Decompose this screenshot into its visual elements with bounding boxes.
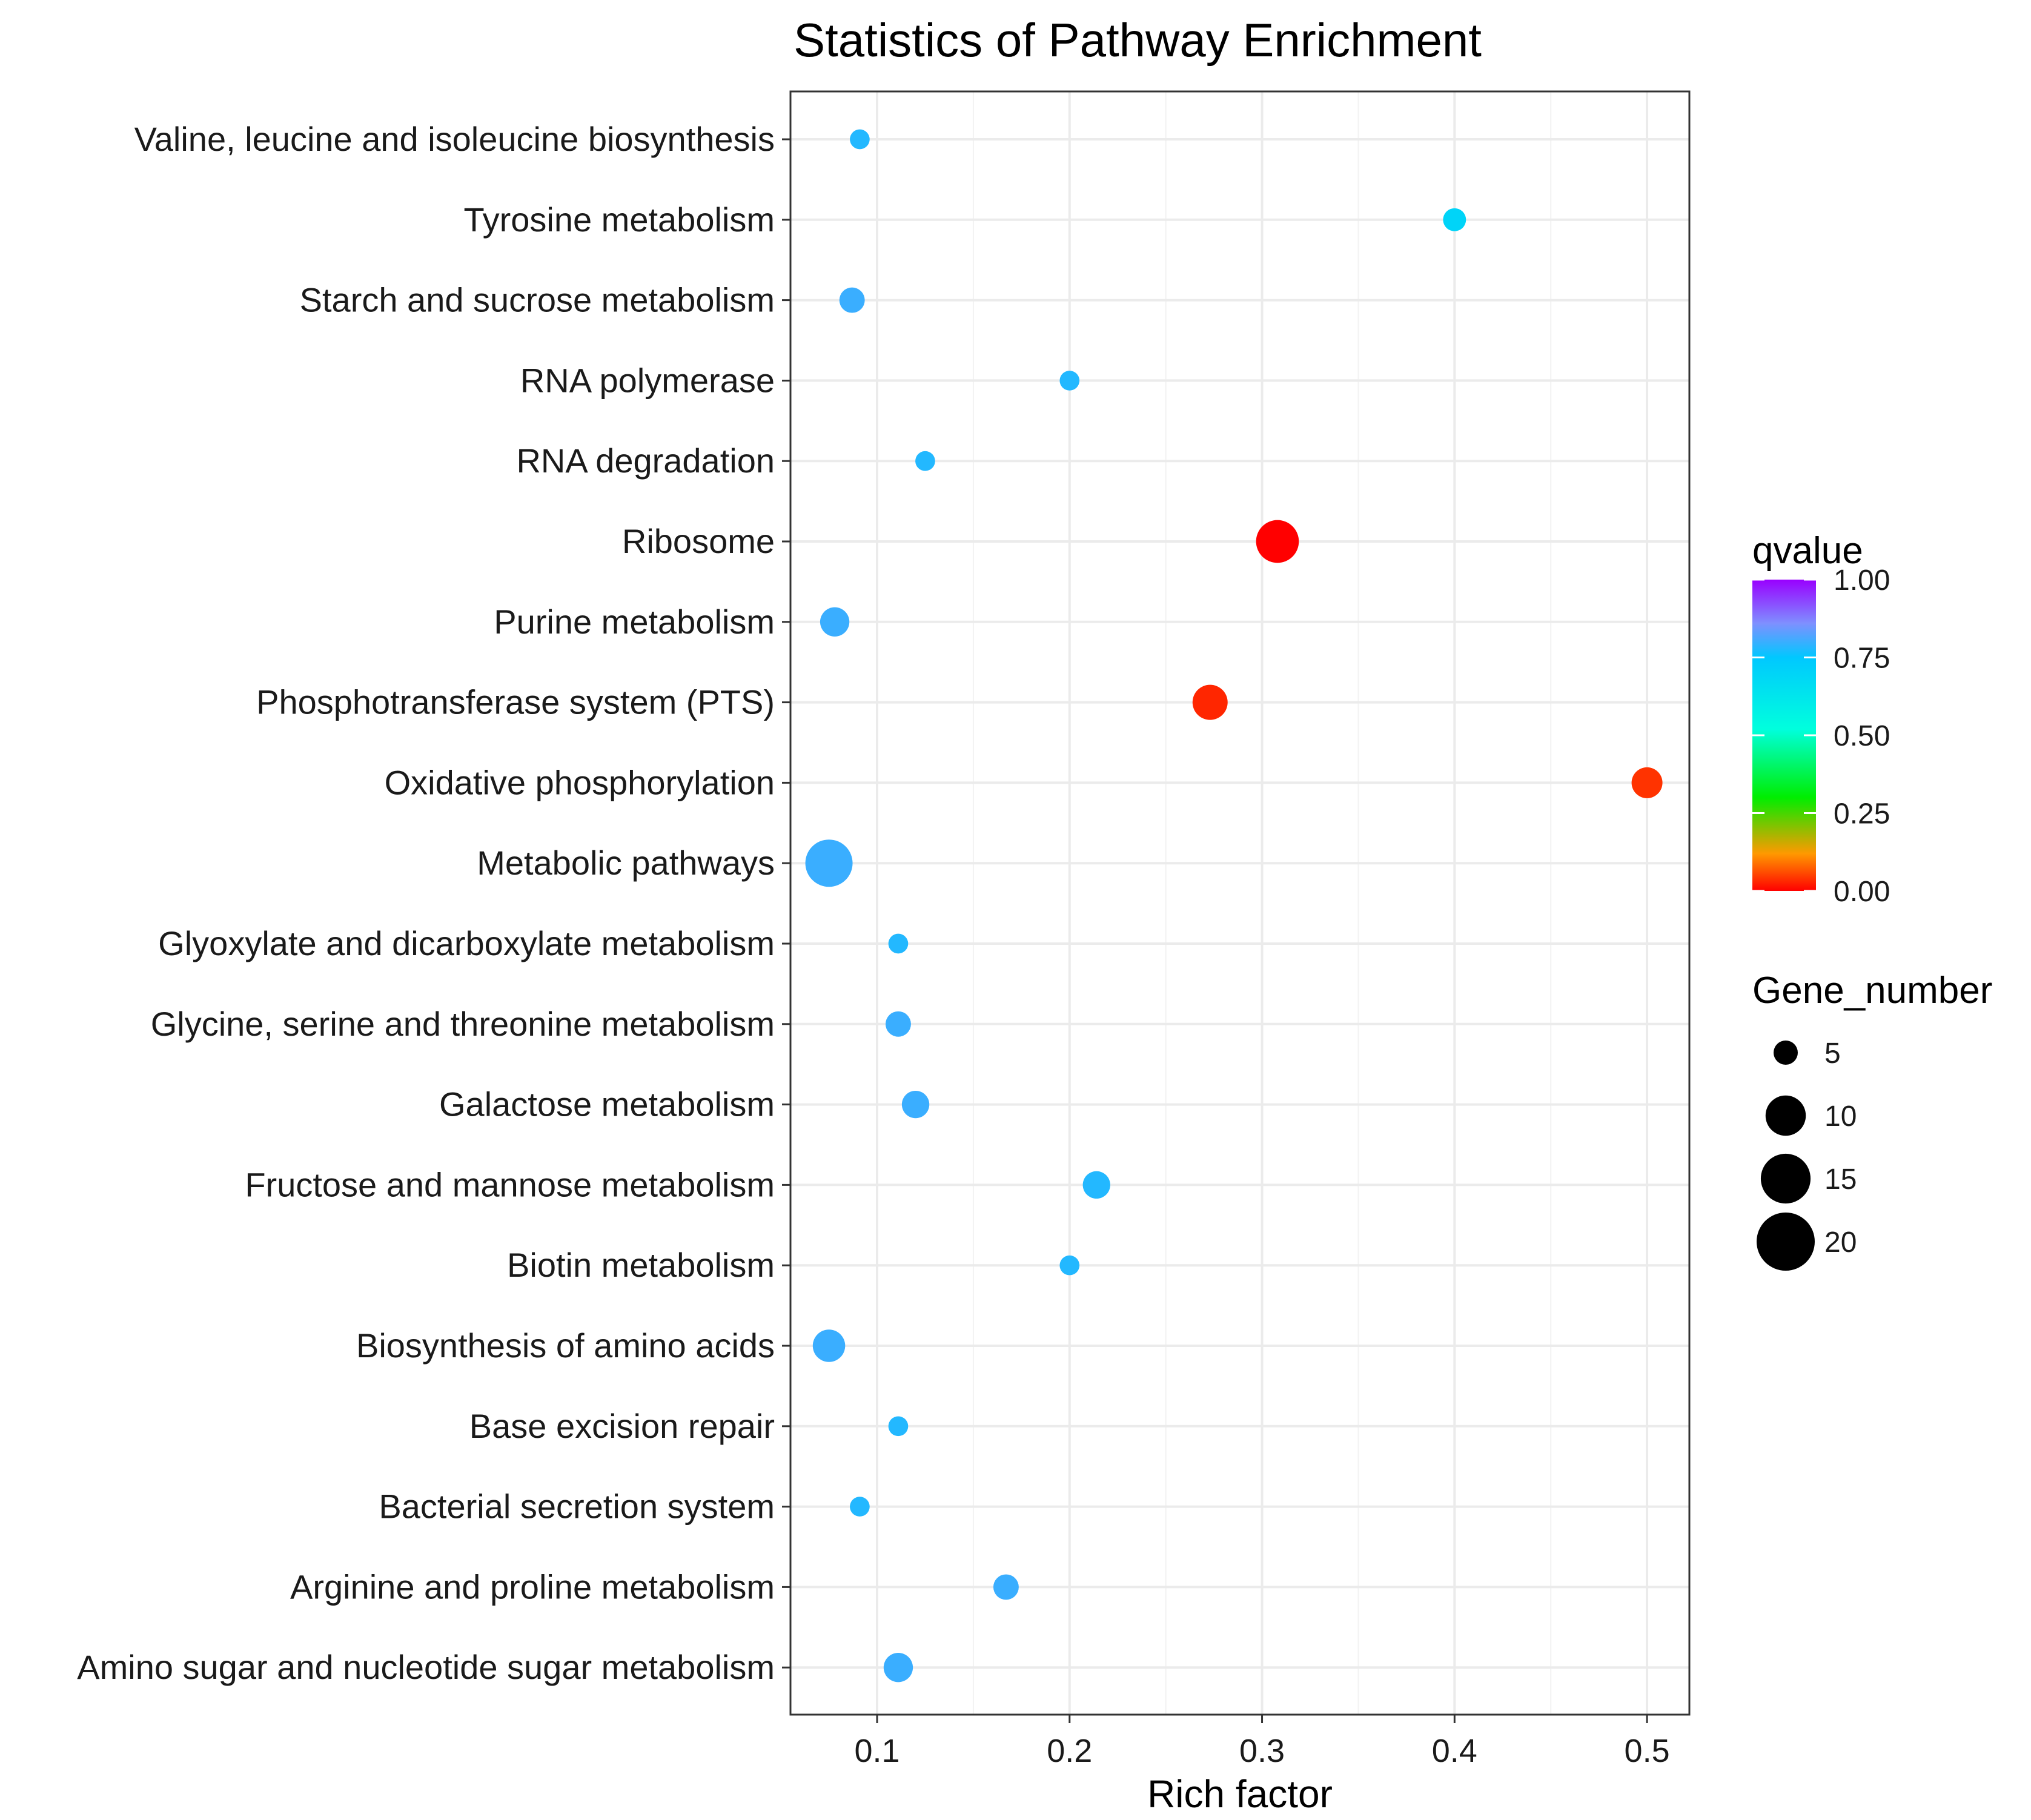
category-label: Amino sugar and nucleotide sugar metabol… [77, 1648, 775, 1686]
category-label: Bacterial secretion system [379, 1487, 775, 1526]
category-label: Metabolic pathways [477, 844, 775, 882]
data-point [850, 1497, 870, 1517]
colorbar-tick-label: 0.00 [1834, 876, 1890, 908]
category-label: Purine metabolism [494, 603, 775, 641]
category-label: Oxidative phosphorylation [385, 763, 775, 801]
gene-number-legend-title: Gene_number [1752, 970, 1992, 1011]
data-point [1192, 684, 1228, 720]
data-point [820, 607, 850, 637]
size-legend-dot [1765, 1095, 1806, 1136]
data-point [1082, 1171, 1110, 1199]
category-label: Base excision repair [469, 1407, 775, 1445]
gene-number-legend-items: 5 10 15 20 [1757, 1037, 1857, 1271]
data-point [993, 1574, 1019, 1600]
data-point [1059, 1255, 1080, 1276]
plot-border [789, 90, 1691, 1716]
category-label: Valine, leucine and isoleucine biosynthe… [134, 120, 775, 158]
category-label: Biosynthesis of amino acids [356, 1326, 775, 1365]
x-axis-title: Rich factor [1147, 1772, 1333, 1816]
plot-panel [790, 91, 1689, 1715]
x-tick-label: 0.2 [1047, 1733, 1092, 1769]
x-tick-label: 0.1 [854, 1733, 900, 1769]
chart-title: Statistics of Pathway Enrichment [794, 13, 1482, 67]
category-label: Glycine, serine and threonine metabolism [151, 1005, 775, 1043]
data-point [805, 839, 853, 887]
data-point [812, 1329, 846, 1362]
category-label: Fructose and mannose metabolism [245, 1165, 775, 1203]
category-label: Galactose metabolism [439, 1085, 775, 1123]
data-points [805, 129, 1663, 1683]
category-label: Starch and sucrose metabolism [300, 281, 775, 319]
qvalue-colorbar-ticks: 1.00 0.75 0.50 0.25 0.00 [1752, 564, 1890, 908]
size-legend-label: 15 [1824, 1163, 1857, 1196]
data-point [850, 129, 870, 150]
data-point [915, 451, 935, 471]
data-point [1059, 371, 1080, 391]
size-legend-dot [1774, 1041, 1798, 1065]
colorbar-tick-label: 0.75 [1834, 643, 1890, 675]
size-legend-dot [1760, 1153, 1811, 1204]
size-legend-label: 10 [1824, 1100, 1857, 1133]
category-label: Phosphotransferase system (PTS) [256, 683, 775, 721]
data-point [883, 1653, 913, 1683]
x-axis-ticks: 0.1 0.2 0.3 0.4 0.5 [854, 1715, 1670, 1769]
colorbar-tick-label: 0.50 [1834, 720, 1890, 752]
category-label: Tyrosine metabolism [463, 200, 775, 239]
x-tick-label: 0.4 [1432, 1733, 1477, 1769]
size-legend-label: 20 [1824, 1226, 1857, 1259]
category-label: RNA degradation [516, 442, 775, 480]
data-point [885, 1011, 911, 1037]
y-axis-ticks [782, 138, 790, 1669]
category-label: Glyoxylate and dicarboxylate metabolism [158, 924, 775, 962]
data-point [901, 1090, 930, 1119]
data-point [1443, 208, 1466, 231]
size-legend-label: 5 [1824, 1037, 1841, 1070]
gene-number-legend: Gene_number 5 10 15 20 [1752, 970, 1992, 1271]
data-point [888, 933, 909, 954]
category-label: Ribosome [622, 522, 775, 560]
x-tick-label: 0.3 [1239, 1733, 1285, 1769]
x-tick-label: 0.5 [1625, 1733, 1670, 1769]
data-point [1631, 767, 1663, 798]
category-label: Arginine and proline metabolism [290, 1567, 775, 1606]
data-point [839, 287, 865, 313]
y-axis-labels: Valine, leucine and isoleucine biosynthe… [77, 120, 775, 1686]
qvalue-legend-title: qvalue [1752, 530, 1863, 572]
category-label: Biotin metabolism [507, 1246, 775, 1284]
category-label: RNA polymerase [520, 361, 775, 399]
data-point [888, 1416, 909, 1437]
colorbar-tick-label: 0.25 [1834, 798, 1890, 830]
size-legend-dot [1757, 1213, 1815, 1271]
data-point [1256, 520, 1299, 563]
grid-lines [790, 91, 1689, 1715]
qvalue-legend: qvalue 1.00 0.75 0.50 0.25 0.00 [1752, 530, 1890, 908]
colorbar-tick-label: 1.00 [1834, 564, 1890, 597]
